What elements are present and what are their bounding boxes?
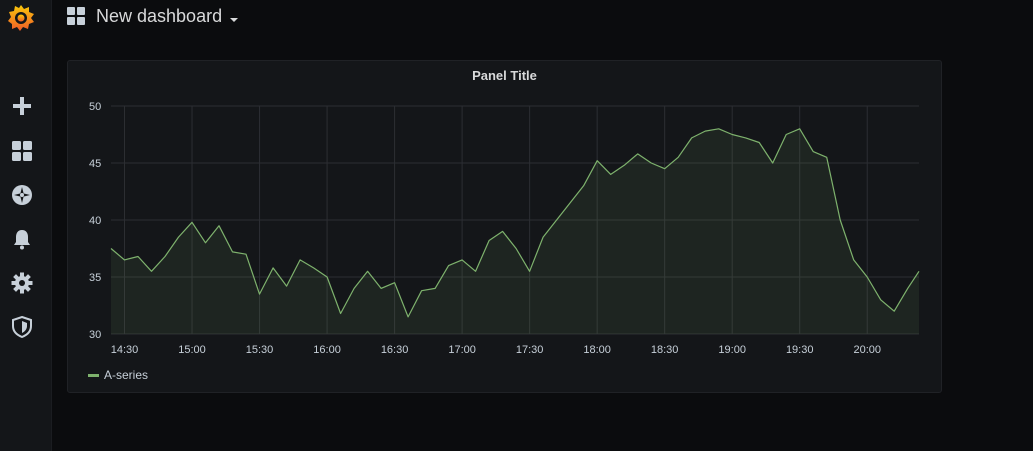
y-tick-label: 50	[89, 101, 101, 113]
legend-swatch-icon	[88, 373, 99, 377]
x-tick-label: 15:30	[246, 344, 274, 356]
bell-icon[interactable]	[10, 227, 34, 251]
y-tick-label: 30	[89, 329, 101, 341]
dashboard-title: New dashboard	[96, 6, 223, 26]
x-tick-label: 16:00	[313, 344, 341, 356]
legend-item[interactable]: A-series	[88, 368, 148, 382]
dashboard-grid-icon[interactable]	[10, 139, 34, 163]
dashboard-grid-icon	[67, 7, 85, 25]
time-series-chart[interactable]: 30 35 40 45 50 14:30 15:00 15:30 16:00 16:30 17:00…	[68, 61, 943, 394]
legend-label: A-series	[104, 368, 149, 382]
compass-icon[interactable]	[10, 183, 34, 207]
x-tick-label: 15:00	[178, 344, 206, 356]
caret-down-icon	[230, 17, 239, 22]
x-tick-label: 17:30	[516, 344, 544, 356]
x-tick-label: 14:30	[111, 344, 139, 356]
gear-icon[interactable]	[10, 271, 34, 295]
y-tick-label: 40	[89, 215, 101, 227]
y-tick-label: 35	[89, 272, 101, 284]
series-area	[111, 128, 919, 334]
shield-icon[interactable]	[10, 315, 34, 339]
x-tick-label: 18:30	[651, 344, 679, 356]
graph-panel: Panel Title 30 35 40 45 50 14:30 15:00 15:30 16:…	[67, 60, 942, 393]
dashboard-title-dropdown[interactable]: New dashboard	[96, 6, 239, 27]
x-tick-label: 19:00	[718, 344, 746, 356]
x-tick-label: 19:30	[786, 344, 814, 356]
x-tick-label: 18:00	[583, 344, 611, 356]
y-tick-label: 45	[89, 158, 101, 170]
series-line	[110, 128, 920, 318]
sidebar	[0, 0, 52, 451]
grafana-logo-icon[interactable]	[6, 3, 36, 33]
top-navbar: New dashboard	[51, 0, 1033, 36]
x-tick-label: 20:00	[853, 344, 881, 356]
plus-icon[interactable]	[10, 94, 34, 118]
x-tick-label: 17:00	[448, 344, 476, 356]
panel-title[interactable]: Panel Title	[472, 68, 537, 83]
x-tick-label: 16:30	[381, 344, 409, 356]
